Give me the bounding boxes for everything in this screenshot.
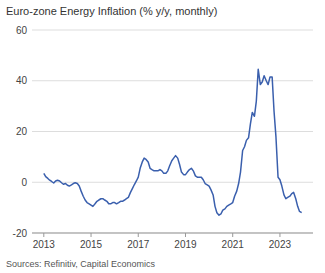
title: Euro-zone Energy Inflation (% y/y, month…: [6, 5, 217, 17]
x-tick: [232, 233, 233, 237]
plot-area: [44, 69, 302, 215]
grid-line: [32, 30, 313, 31]
chart: Euro-zone Energy Inflation (% y/y, month…: [0, 0, 325, 273]
y-tick-label: -20: [13, 228, 28, 239]
line: [44, 69, 302, 215]
y-axis: -20 0 20 40 60: [13, 25, 313, 239]
x-tick-label: 2023: [269, 239, 292, 250]
x-tick: [91, 233, 92, 237]
y-tick-label: 20: [16, 126, 28, 137]
x-tick: [279, 233, 280, 237]
source-note: Sources: Refinitiv, Capital Economics: [6, 259, 155, 269]
x-tick-label: 2021: [222, 239, 245, 250]
x-tick: [138, 233, 139, 237]
y-tick-label: 40: [16, 75, 28, 86]
x-tick-label: 2015: [80, 239, 103, 250]
grid-line: [32, 131, 313, 132]
grid-line: [32, 80, 313, 81]
x-tick-label: 2019: [174, 239, 197, 250]
x-tick: [185, 233, 186, 237]
y-tick-label: 0: [21, 177, 27, 188]
grid-line: [32, 233, 313, 234]
x-tick: [43, 233, 44, 237]
page: {"chart_data": {"type": "line", "title":…: [0, 0, 325, 273]
y-tick-label: 60: [16, 25, 28, 36]
x-tick-label: 2013: [33, 239, 56, 250]
x-axis-line: [32, 233, 313, 234]
x-axis: 2013 2015 2017 2019 2021 2023: [32, 233, 313, 250]
x-tick-label: 2017: [127, 239, 150, 250]
